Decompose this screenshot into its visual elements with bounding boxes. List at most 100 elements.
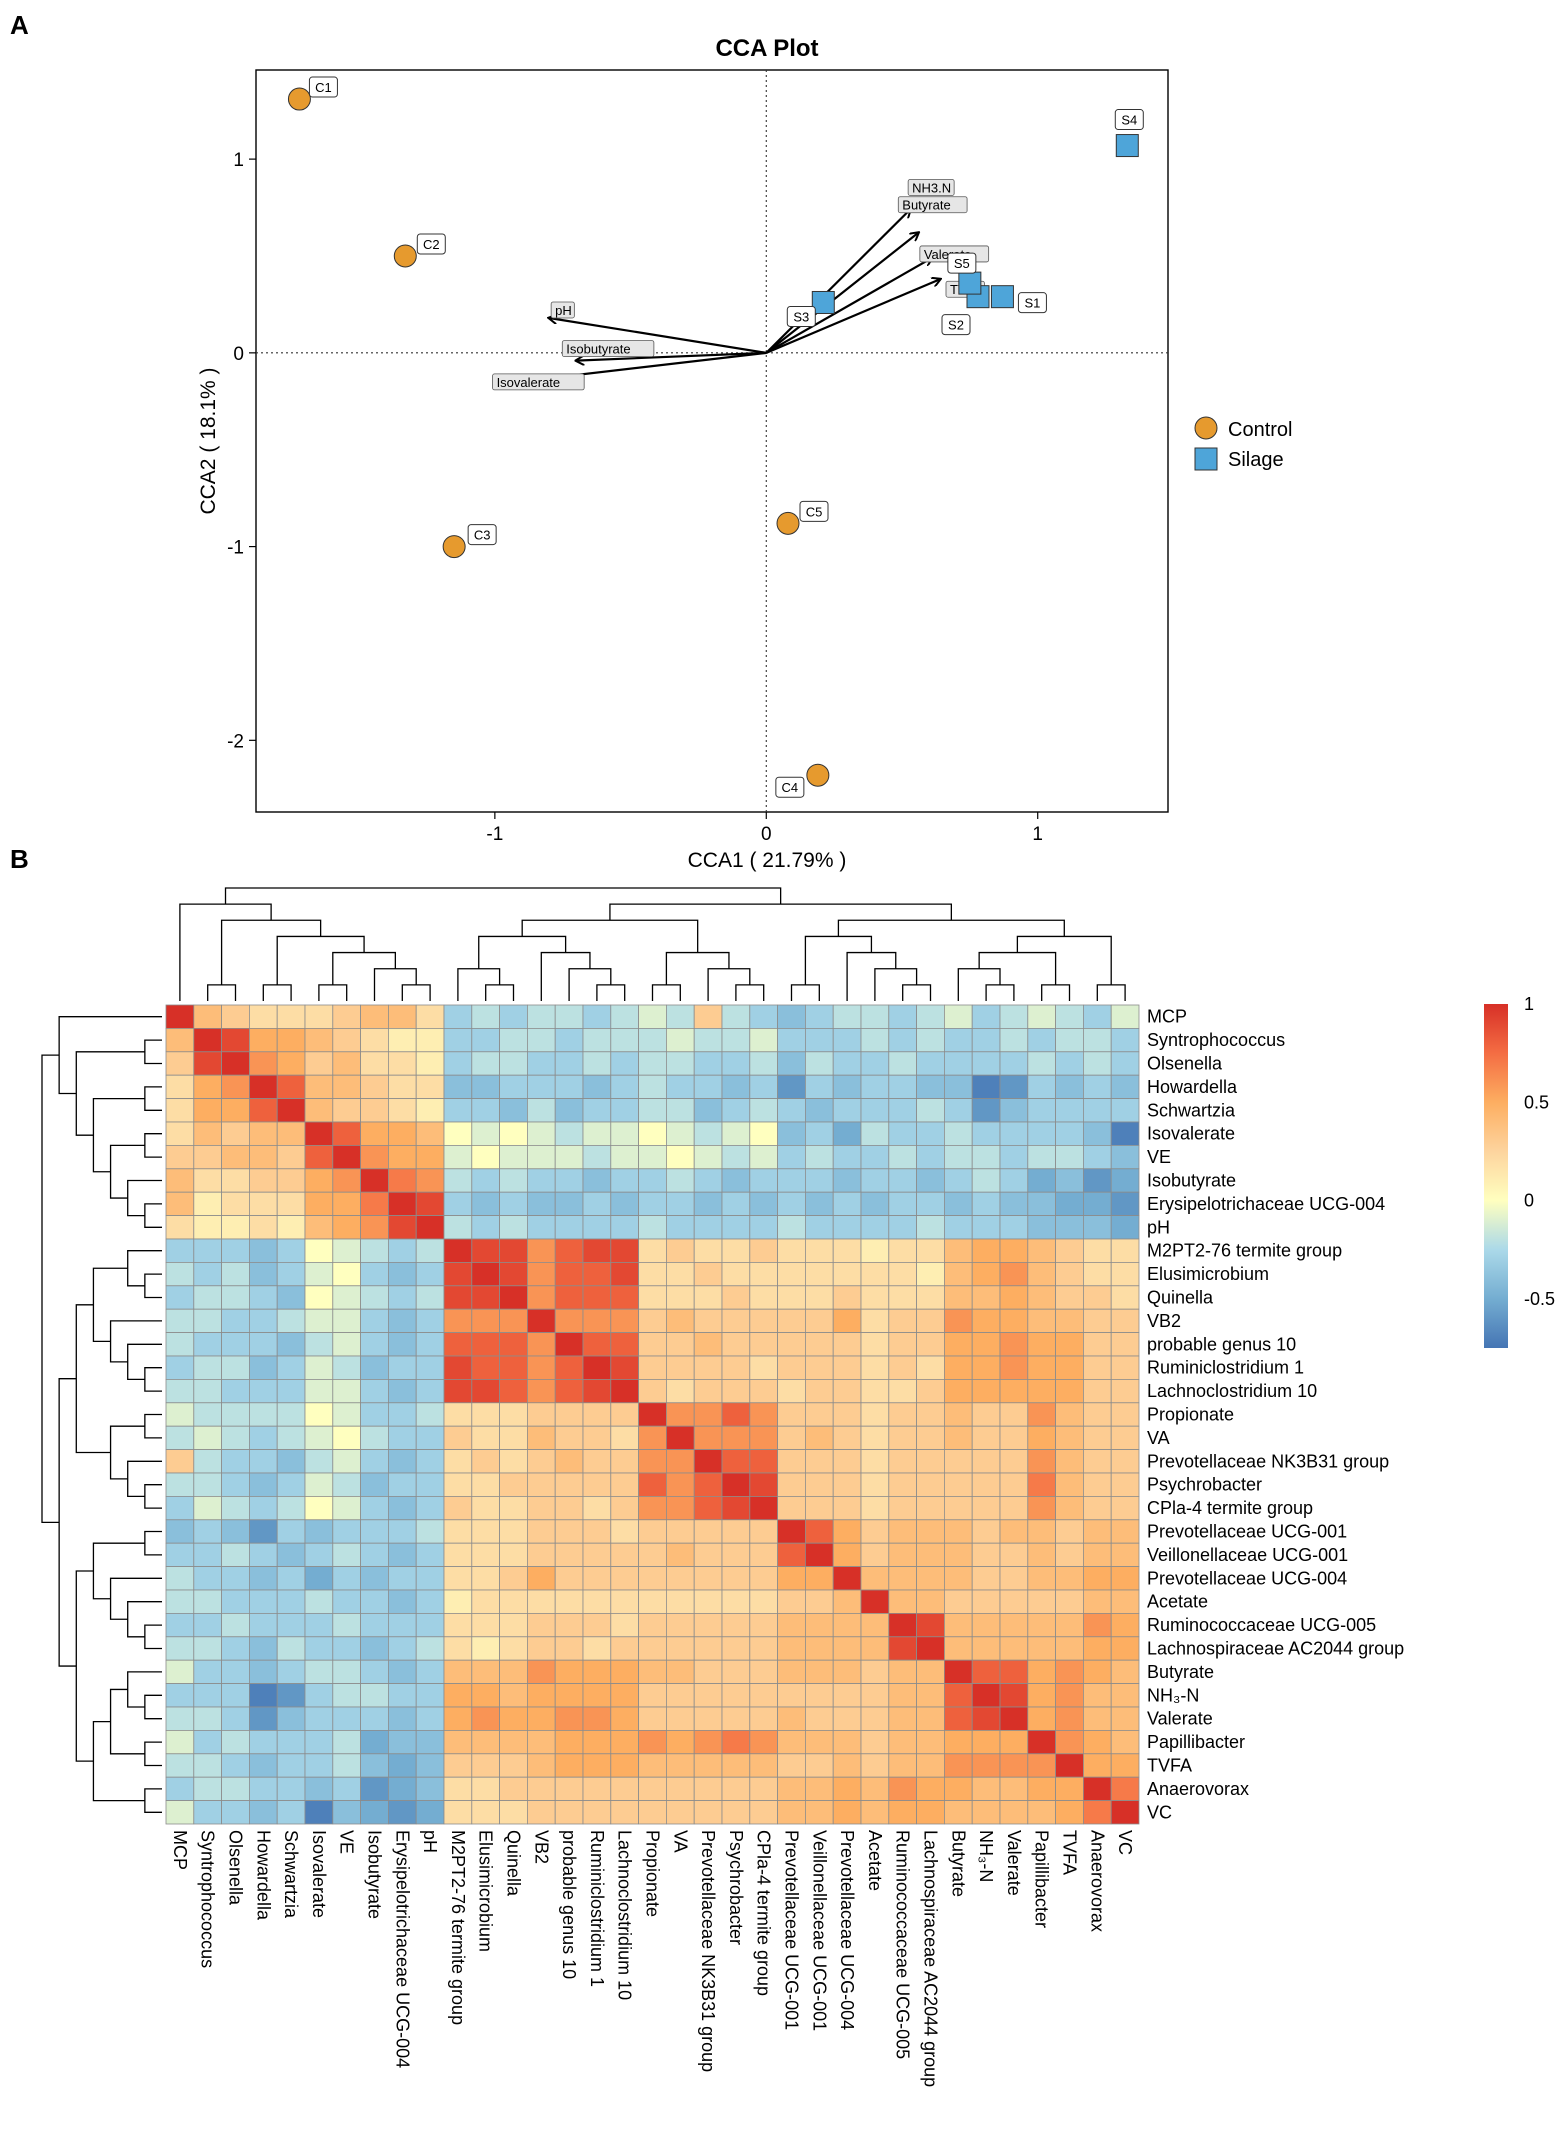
heatmap-column-label: Acetate (865, 1830, 885, 1891)
heatmap-cell (527, 1121, 556, 1146)
heatmap-cell (944, 1519, 973, 1544)
heatmap-cell (304, 1308, 334, 1333)
heatmap-cell (443, 1449, 473, 1474)
heatmap-cell (304, 1753, 334, 1778)
heatmap-cell (527, 1145, 556, 1170)
heatmap-cell (916, 1659, 945, 1684)
heatmap-cell (527, 1332, 556, 1357)
heatmap-cell (527, 1004, 556, 1029)
heatmap-legend-tick: 0 (1524, 1191, 1534, 1211)
heatmap-cell (415, 1051, 445, 1076)
heatmap-cell (693, 1542, 723, 1567)
heatmap-cell (666, 1659, 695, 1684)
heatmap-cell (527, 1472, 556, 1497)
heatmap-cell (304, 1121, 334, 1146)
heatmap-cell (332, 1683, 361, 1708)
heatmap-cell (721, 1379, 751, 1404)
cca-xlabel: CCA1 ( 21.79% ) (688, 849, 847, 872)
heatmap-cell (248, 1496, 278, 1521)
heatmap-cell (832, 1191, 862, 1216)
heatmap-cell (471, 1402, 500, 1427)
heatmap-cell (248, 1121, 278, 1146)
heatmap-cell (1110, 1285, 1140, 1310)
heatmap-cell (165, 1121, 195, 1146)
heatmap-cell (832, 1472, 862, 1497)
heatmap-cell (415, 1238, 445, 1263)
heatmap-cell (888, 1496, 917, 1521)
heatmap-cell (1055, 1753, 1084, 1778)
heatmap-cell (554, 1004, 584, 1029)
heatmap-cell (471, 1262, 500, 1287)
heatmap-cell (1083, 1145, 1112, 1170)
heatmap-cell (777, 1425, 806, 1450)
heatmap-cell (276, 1542, 306, 1567)
heatmap-cell (1110, 1074, 1140, 1099)
heatmap-cell (387, 1215, 417, 1240)
column-dendrogram-branch (224, 887, 782, 905)
heatmap-cell (1110, 1191, 1140, 1216)
column-dendrogram-branch (1041, 984, 1071, 1001)
heatmap-cell (554, 1706, 584, 1731)
heatmap-cell (499, 1425, 528, 1450)
heatmap-cell (360, 1636, 389, 1661)
heatmap-cell (304, 1262, 334, 1287)
heatmap-cell (193, 1566, 223, 1591)
heatmap-cell (610, 1683, 639, 1708)
heatmap-cell (471, 1542, 500, 1567)
heatmap-cell (1027, 1098, 1057, 1123)
heatmap-cell (582, 1262, 612, 1287)
heatmap-cell (582, 1776, 612, 1801)
cca-point-label-box (947, 252, 977, 274)
heatmap-cell (387, 1332, 417, 1357)
heatmap-cell (387, 1355, 417, 1380)
heatmap-cell (443, 1168, 473, 1193)
heatmap-cell (165, 1332, 195, 1357)
heatmap-cell (221, 1308, 250, 1333)
heatmap-cell (777, 1004, 806, 1029)
heatmap-cell (916, 1496, 945, 1521)
heatmap-cell (471, 1472, 500, 1497)
heatmap-cell (805, 1800, 834, 1825)
heatmap-cell (248, 1683, 278, 1708)
column-dendrogram-branch (485, 984, 515, 1001)
heatmap-cell (193, 1613, 223, 1638)
heatmap-cell (221, 1706, 250, 1731)
heatmap-cell (387, 1730, 417, 1755)
heatmap-cell (777, 1238, 806, 1263)
heatmap-cell (888, 1145, 917, 1170)
heatmap-cell (777, 1683, 806, 1708)
cca-point-control (393, 244, 417, 268)
column-dendrogram-branch (902, 984, 932, 1001)
heatmap-cell (1055, 1496, 1084, 1521)
heatmap-cell (443, 1659, 473, 1684)
heatmap-cell (304, 1285, 334, 1310)
heatmap-cell (693, 1613, 723, 1638)
row-dendrogram-branch (144, 1624, 162, 1650)
heatmap-cell (415, 1613, 445, 1638)
heatmap-cell (443, 1145, 473, 1170)
heatmap-column-label: Howardella (253, 1830, 273, 1921)
legend-silage-marker (1194, 447, 1218, 471)
heatmap-cell (165, 1683, 195, 1708)
heatmap-cell (944, 1191, 973, 1216)
row-dendrogram-branch (144, 1203, 162, 1228)
heatmap-cell (304, 1636, 334, 1661)
heatmap-cell (415, 1308, 445, 1333)
heatmap-row-label: CPla-4 termite group (1147, 1498, 1313, 1518)
heatmap-cell (749, 1542, 778, 1567)
heatmap-cell (165, 1472, 195, 1497)
heatmap-cell (165, 1706, 195, 1731)
heatmap-cell (582, 1308, 612, 1333)
heatmap-cell (999, 1215, 1029, 1240)
heatmap-cell (304, 1191, 334, 1216)
row-dendrogram-branch (75, 1570, 94, 1762)
heatmap-cell (499, 1566, 528, 1591)
row-dendrogram-branch (144, 1530, 162, 1556)
cca-point-label-box (786, 305, 816, 327)
heatmap-cell (971, 1262, 1001, 1287)
heatmap-cell (1027, 1285, 1057, 1310)
heatmap-cell (721, 1659, 751, 1684)
heatmap-cell (248, 1262, 278, 1287)
cca-vector-label-box (550, 301, 575, 319)
heatmap-cell (749, 1004, 778, 1029)
